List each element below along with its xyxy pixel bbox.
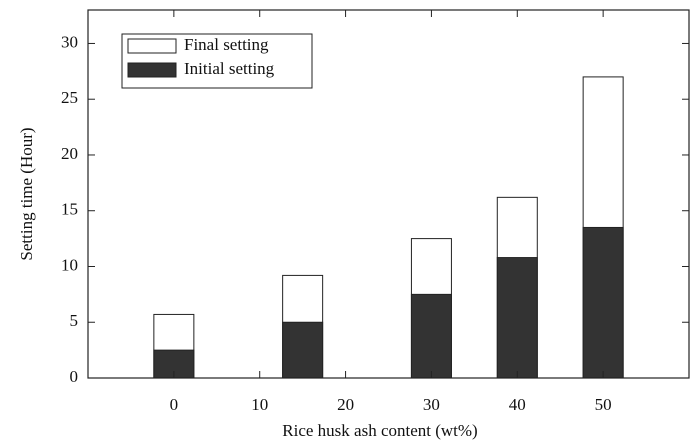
legend-swatch [127,62,177,78]
legend-swatch [127,38,177,54]
y-tick-label: 10 [61,255,78,274]
y-tick-label: 20 [61,144,78,163]
x-tick-label: 50 [595,395,612,414]
x-tick-label: 30 [423,395,440,414]
bar [582,226,624,379]
bar [410,293,452,379]
x-axis-label: Rice husk ash content (wt%) [282,421,477,440]
y-axis-label: Setting time (Hour) [17,127,36,260]
x-tick-label: 20 [337,395,354,414]
y-tick-label: 15 [61,200,78,219]
y-tick-label: 25 [61,88,78,107]
y-tick-label: 0 [70,367,79,386]
legend-label: Final setting [184,35,269,54]
y-tick-label: 5 [70,311,79,330]
bar [496,257,538,379]
bar [282,321,324,379]
legend-label: Initial setting [184,59,275,78]
x-tick-label: 40 [509,395,526,414]
plot-frame [87,9,690,379]
x-tick-label: 0 [170,395,179,414]
x-tick-label: 10 [251,395,268,414]
y-tick-label: 30 [61,32,78,51]
